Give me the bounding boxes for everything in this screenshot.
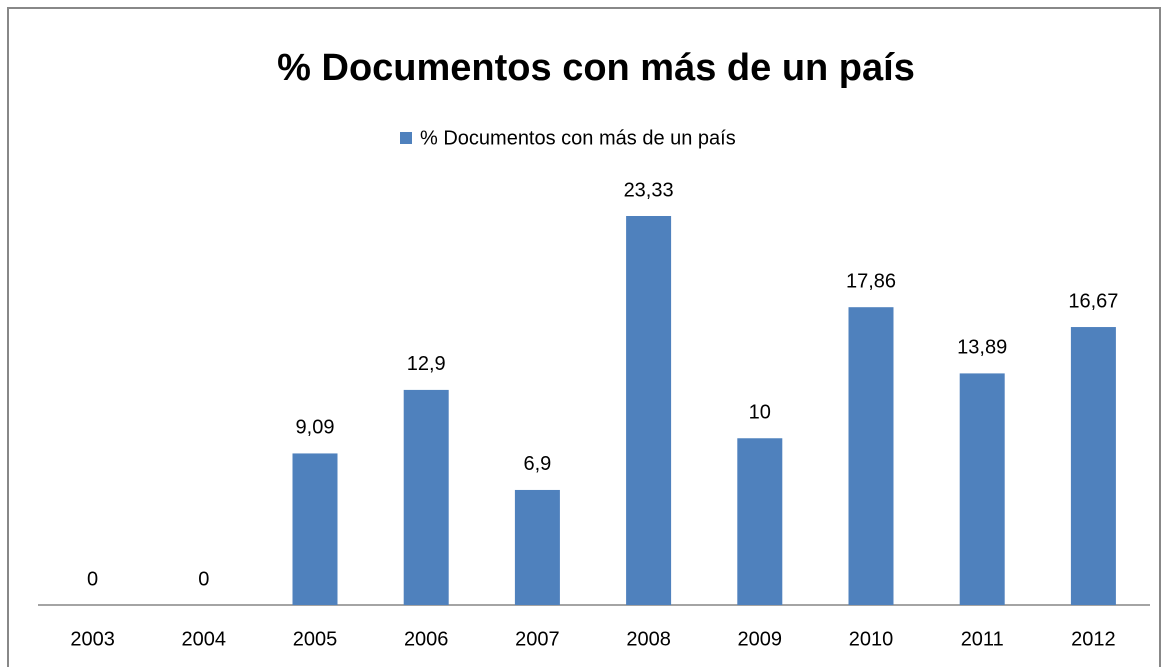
bar	[737, 438, 783, 605]
legend-label: % Documentos con más de un país	[420, 127, 736, 149]
data-label: 23,33	[624, 179, 674, 201]
x-tick-label: 2011	[961, 628, 1004, 650]
bar	[292, 453, 338, 605]
x-tick-label: 2010	[849, 628, 894, 650]
bar	[848, 307, 894, 605]
x-tick-label: 2005	[293, 628, 338, 650]
bar	[959, 373, 1005, 605]
data-label: 16,67	[1068, 290, 1118, 312]
x-tick-label: 2012	[1071, 628, 1116, 650]
x-tick-label: 2007	[515, 628, 560, 650]
bar	[403, 389, 449, 605]
data-label: 13,89	[957, 337, 1007, 359]
data-label: 10	[749, 402, 771, 424]
bar	[514, 489, 560, 605]
legend-swatch	[400, 132, 412, 144]
data-label: 17,86	[846, 270, 896, 292]
bar	[626, 216, 672, 605]
chart-title: % Documentos con más de un país	[277, 47, 915, 89]
data-label: 0	[198, 568, 209, 590]
data-label: 12,9	[407, 353, 446, 375]
bar	[1070, 327, 1116, 605]
x-tick-label: 2003	[70, 628, 115, 650]
x-tick-label: 2009	[738, 628, 783, 650]
x-tick-label: 2004	[182, 628, 227, 650]
x-tick-label: 2008	[626, 628, 671, 650]
data-label: 9,09	[296, 417, 335, 439]
data-label: 0	[87, 568, 98, 590]
x-tick-label: 2006	[404, 628, 449, 650]
data-label: 6,9	[523, 453, 551, 475]
